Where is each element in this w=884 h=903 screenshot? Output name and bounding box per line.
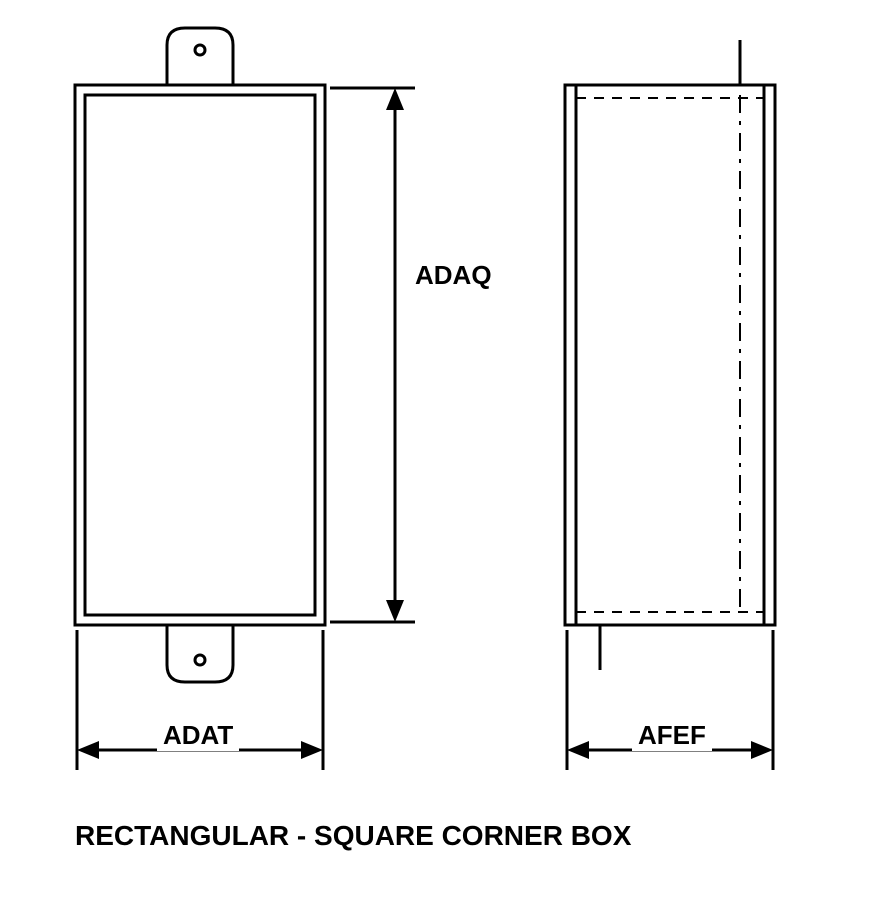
front-inner-rect <box>85 95 315 615</box>
side-outer-rect <box>565 85 775 625</box>
top-tab-hole <box>195 45 205 55</box>
diagram-canvas <box>0 0 884 903</box>
adaq-dimension <box>330 88 415 622</box>
diagram-title: RECTANGULAR - SQUARE CORNER BOX <box>75 820 631 852</box>
adat-label: ADAT <box>157 720 239 751</box>
side-view <box>565 40 775 670</box>
afef-label: AFEF <box>632 720 712 751</box>
adaq-label: ADAQ <box>415 260 492 291</box>
bottom-tab-hole <box>195 655 205 665</box>
front-view <box>75 28 325 682</box>
